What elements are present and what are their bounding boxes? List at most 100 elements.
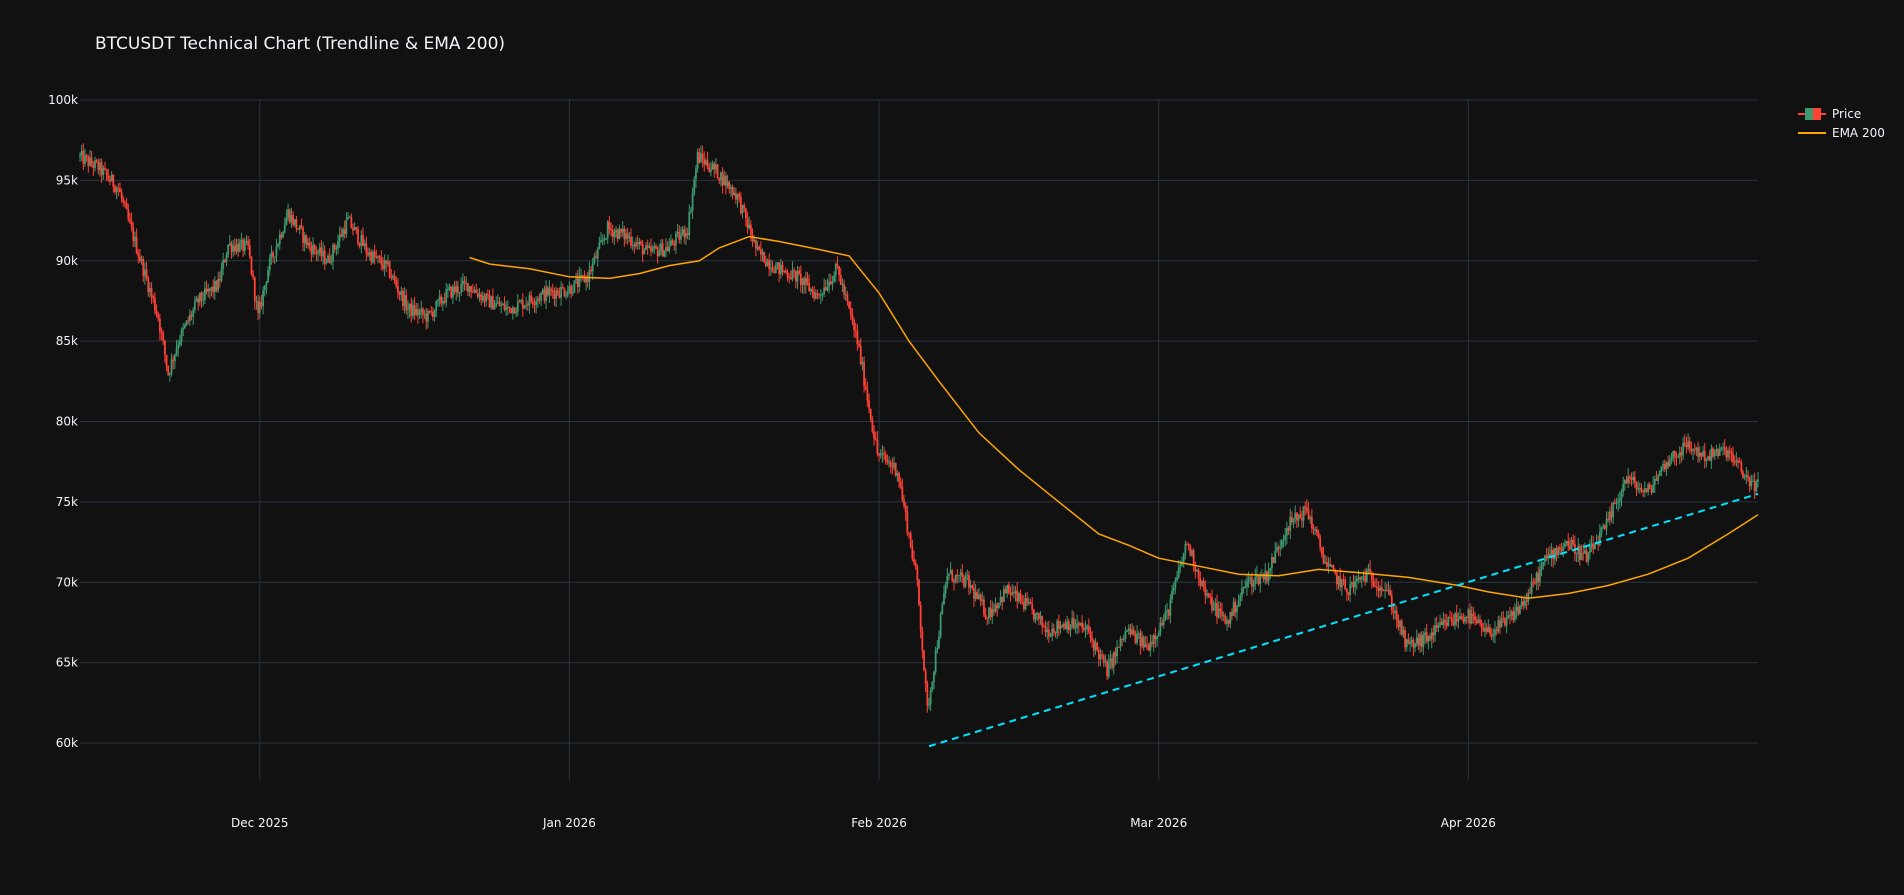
legend: Price EMA 200 (1798, 107, 1885, 140)
candle-body (1294, 512, 1297, 519)
candle-body (1570, 540, 1573, 550)
candle-body (1618, 498, 1621, 502)
candle-body (402, 290, 404, 307)
candle-body (1737, 460, 1739, 463)
candle-body (1345, 589, 1348, 593)
candle-body (1560, 549, 1563, 551)
candle-body (1241, 588, 1243, 597)
candle-body (307, 242, 309, 245)
candle-body (759, 249, 762, 255)
candle-body (368, 252, 371, 256)
candle-body (908, 533, 910, 535)
candle-body (82, 150, 85, 164)
candle-body (543, 289, 546, 301)
candle-body (317, 252, 319, 255)
candle-body (1597, 542, 1600, 545)
candle-body (1340, 579, 1343, 588)
candle-body (688, 212, 691, 236)
candle-body (1755, 481, 1758, 492)
candle-body (1227, 620, 1230, 624)
candle-body (238, 242, 241, 252)
candle-body (1196, 570, 1198, 572)
candle-body (410, 303, 413, 316)
candle-body (1753, 480, 1756, 492)
candle-body (1124, 631, 1127, 639)
candle-body (521, 300, 524, 309)
candle-body (963, 577, 965, 587)
legend-item-ema-200[interactable]: EMA 200 (1798, 126, 1885, 140)
candle-body (242, 239, 245, 251)
candle-body (1156, 636, 1158, 640)
legend-item-price[interactable]: Price (1798, 107, 1861, 121)
candle-body (978, 594, 980, 600)
candle-body (1222, 615, 1225, 617)
candle-body (1472, 613, 1475, 616)
candle-body (403, 295, 406, 307)
candle-body (1246, 581, 1248, 588)
x-axis-ticks: Dec 2025 Jan 2026 Feb 2026 Mar 2026 Apr 2026 (231, 816, 1496, 830)
candle-body (332, 244, 334, 262)
candle-body (651, 248, 654, 252)
candle-body (1412, 639, 1415, 648)
candle-body (107, 174, 110, 180)
candle-body (1081, 622, 1084, 628)
candle-body (600, 240, 602, 243)
candle-body (836, 263, 839, 267)
candle-body (1728, 450, 1731, 452)
candle-body (1385, 589, 1388, 591)
candle-body (1231, 612, 1233, 616)
candle-body (1395, 610, 1398, 621)
candle-body (886, 459, 889, 463)
candle-body (1645, 488, 1648, 492)
candle-body (560, 287, 562, 298)
candle-body (183, 325, 186, 328)
candle-body (695, 168, 697, 180)
candle-body (465, 282, 468, 284)
candle-body (1369, 568, 1372, 573)
candle-body (951, 570, 954, 581)
candle-body (665, 246, 667, 251)
candle-body (643, 249, 646, 255)
candle-body (250, 256, 253, 275)
candle-body (535, 301, 538, 305)
candle-body (868, 400, 870, 409)
candle-body (473, 289, 476, 293)
candle-body (503, 303, 506, 310)
candle-body (182, 327, 185, 330)
candle-body (1575, 553, 1578, 555)
candle-body (921, 630, 924, 651)
candle-body (1076, 623, 1079, 628)
candle-body (1359, 577, 1362, 580)
candle-body (1628, 476, 1631, 479)
candle-body (263, 285, 266, 291)
candle-body (1004, 589, 1007, 594)
candle-body (1324, 562, 1327, 564)
candle-body (648, 246, 651, 248)
candle-body (1420, 634, 1423, 647)
candle-body (1480, 622, 1483, 629)
candle-body (390, 276, 393, 278)
candle-body (1119, 638, 1122, 648)
candle-body (1362, 575, 1365, 577)
candle-body (1678, 452, 1681, 458)
candle-body (1330, 565, 1333, 567)
candle-body (1107, 661, 1110, 677)
candle-body (350, 216, 353, 228)
candle-body (388, 261, 391, 277)
candle-body (520, 300, 523, 302)
candle-body (253, 277, 256, 302)
candle-body (536, 298, 539, 302)
candle-body (563, 288, 566, 296)
candle-body (144, 269, 146, 276)
candle-body (1177, 567, 1180, 578)
candle-body (1046, 629, 1049, 633)
candle-body (1465, 617, 1468, 619)
candle-body (874, 438, 877, 440)
candle-body (117, 187, 120, 189)
candle-body (1550, 550, 1553, 558)
candle-body (783, 270, 786, 273)
candle-body (1515, 607, 1518, 612)
candle-body (739, 196, 742, 214)
candle-body (779, 264, 782, 275)
candle-body (1027, 602, 1030, 604)
